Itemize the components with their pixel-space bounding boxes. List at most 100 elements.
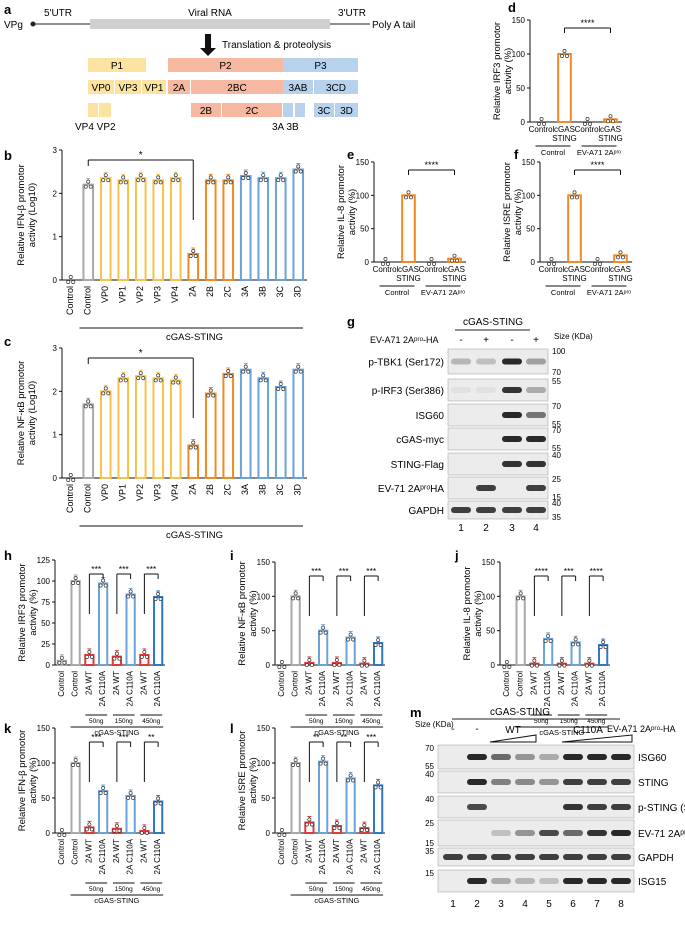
data-point [298, 369, 303, 374]
protein-label: 2C [246, 106, 259, 117]
bar [515, 595, 526, 666]
x-tick-label: 2A C110A [126, 838, 135, 874]
blot-band [611, 754, 631, 760]
protein-label: 3AB [289, 83, 308, 94]
blot-row-label: p-STING (Ser366) [638, 803, 685, 814]
data-point [103, 173, 108, 178]
data-point [101, 178, 106, 183]
data-point [112, 656, 117, 661]
data-point [293, 169, 298, 174]
data-point [71, 763, 76, 767]
y-tick-label: 0 [365, 258, 370, 267]
data-point [518, 591, 523, 596]
data-point [76, 763, 81, 767]
mw-marker: 35 [425, 847, 434, 856]
sig-marker: *** [119, 732, 130, 742]
lane-sign: + [533, 335, 539, 346]
protein-3B [295, 103, 305, 117]
bar [70, 580, 81, 666]
y-tick-label: 2 [53, 189, 58, 198]
data-point [68, 473, 73, 477]
bar [204, 392, 217, 479]
y-tick-label: 100 [522, 191, 536, 200]
data-point [131, 795, 136, 800]
data-point [144, 830, 149, 835]
data-point [153, 378, 158, 383]
data-point [139, 830, 144, 835]
blot-membrane [437, 770, 635, 794]
bar [401, 194, 416, 263]
data-point [450, 258, 454, 263]
data-point [121, 175, 126, 180]
lane-number: 2 [483, 523, 489, 534]
data-point [206, 393, 211, 398]
data-point [571, 642, 576, 647]
blot-band [587, 854, 607, 860]
y-tick-label: 150 [512, 16, 526, 25]
data-point [323, 761, 328, 766]
bar [543, 637, 554, 667]
x-tick-label: 2A WT [359, 839, 368, 863]
y-axis-label: Relative IRF3 promotoractivity (%) [17, 563, 39, 661]
data-point [88, 404, 93, 409]
bar [134, 177, 147, 282]
x-tick-label: Control [65, 286, 75, 315]
bar [290, 762, 301, 834]
blot-row-label: p-TBK1 (Ser172) [368, 358, 444, 369]
bar [292, 168, 305, 281]
dose-wedge-c110a [561, 734, 633, 743]
data-point [307, 817, 312, 822]
blot-band [515, 854, 535, 860]
panel-j-label: j [454, 548, 459, 563]
data-point [381, 262, 385, 266]
group-label: Control [385, 288, 410, 297]
x-tick-label: Control [277, 839, 286, 865]
bar [99, 390, 112, 480]
blot-band [451, 387, 471, 393]
blot-membrane [447, 452, 549, 476]
bar [125, 593, 136, 666]
blot-row-label: GAPDH [408, 506, 444, 517]
blot-band [491, 830, 511, 836]
bar [345, 636, 356, 666]
data-point [337, 662, 342, 667]
protein-2C [222, 103, 282, 117]
panel-m-blot-rows: - - WT C110A ISG60 70 55 STING 40 p-STING (Ser366… [425, 724, 685, 910]
data-point [101, 578, 106, 583]
y-tick-label: 2 [53, 387, 58, 396]
data-point [293, 758, 298, 762]
lane-number: 1 [450, 899, 456, 910]
data-point [126, 795, 131, 800]
data-point [278, 382, 283, 386]
data-point [138, 371, 143, 376]
data-point [281, 387, 286, 391]
x-tick-label: 2A WT [304, 839, 313, 863]
data-point [193, 445, 198, 450]
data-point [171, 380, 176, 385]
data-point [228, 180, 233, 185]
data-point [549, 257, 554, 261]
data-point [291, 763, 296, 767]
bar [98, 790, 109, 834]
data-point [296, 164, 301, 169]
blot-band [467, 804, 487, 810]
y-tick-label: 150 [522, 158, 536, 167]
blot-band [515, 830, 535, 836]
bar [82, 403, 95, 480]
protein-2A [168, 80, 190, 94]
polyprotein-P3 [283, 58, 358, 72]
polyprotein-P1 [88, 58, 146, 72]
mw-marker: 70 [552, 426, 561, 435]
bar [239, 368, 252, 479]
data-point [71, 478, 76, 482]
data-point [598, 262, 602, 266]
data-point [118, 180, 123, 185]
data-point [173, 173, 178, 178]
utr3-label: 3'UTR [338, 8, 366, 19]
data-point [309, 662, 314, 667]
data-point [158, 180, 163, 185]
data-point [57, 660, 62, 665]
x-tick-label: VP0 [100, 286, 110, 303]
protein-2B [191, 103, 221, 117]
